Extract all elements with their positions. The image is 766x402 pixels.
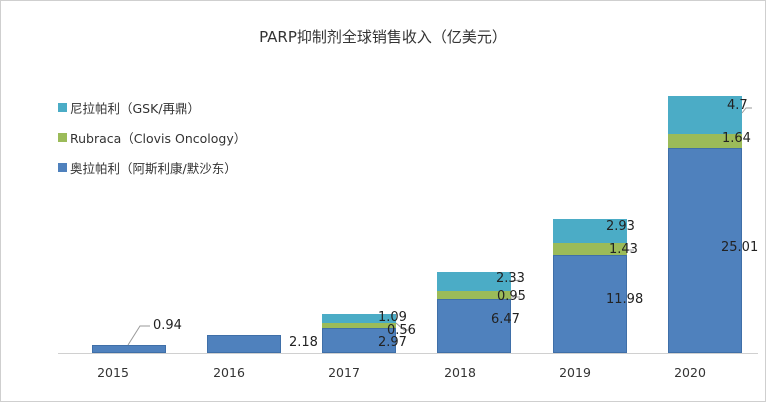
data-label: 2.93 (606, 219, 635, 234)
segment-olaparib (92, 345, 166, 353)
segment-rubraca (553, 243, 627, 255)
data-label: 1.64 (722, 131, 751, 146)
data-label: 6.47 (491, 312, 520, 327)
legend-item-olaparib: 奥拉帕利（阿斯利康/默沙东） (58, 152, 246, 182)
data-label: 2.97 (378, 335, 407, 350)
bar-2018 (437, 272, 511, 353)
segment-olaparib (437, 299, 511, 353)
legend: 尼拉帕利（GSK/再鼎） Rubraca（Clovis Oncology） 奥拉… (58, 92, 246, 182)
segment-olaparib (207, 335, 281, 353)
data-label: 0.94 (153, 318, 182, 333)
bar-2019 (553, 219, 627, 353)
segment-olaparib (553, 255, 627, 353)
data-label: 0.56 (387, 323, 416, 338)
chart-title: PARP抑制剂全球销售收入（亿美元） (259, 28, 507, 46)
legend-swatch-icon (58, 162, 67, 172)
x-tick-label: 2015 (97, 365, 129, 380)
segment-niraparib (322, 314, 396, 323)
legend-item-rubraca: Rubraca（Clovis Oncology） (58, 122, 246, 152)
bar-2016 (207, 335, 281, 353)
x-tick-label: 2018 (444, 365, 476, 380)
bar-2015 (92, 345, 166, 353)
x-tick-label: 2017 (328, 365, 360, 380)
segment-niraparib (668, 96, 742, 134)
legend-swatch-icon (58, 132, 67, 142)
data-label: 1.43 (609, 242, 638, 257)
legend-swatch-icon (58, 102, 67, 112)
segment-olaparib (668, 148, 742, 353)
segment-rubraca (322, 323, 396, 328)
x-tick-label: 2019 (559, 365, 591, 380)
segment-niraparib (437, 272, 511, 291)
data-label: 2.33 (496, 271, 525, 286)
x-tick-label: 2020 (674, 365, 706, 380)
data-label: 11.98 (606, 292, 644, 307)
segment-rubraca (668, 134, 742, 148)
data-label: 2.18 (289, 335, 318, 350)
data-label: 0.95 (497, 289, 526, 304)
segment-rubraca (437, 291, 511, 299)
bar-2017 (322, 314, 396, 353)
segment-niraparib (553, 219, 627, 243)
data-label: 1.09 (378, 310, 407, 325)
data-label: 4.7 (727, 98, 748, 113)
data-label: 25.01 (721, 240, 759, 255)
legend-item-niraparib: 尼拉帕利（GSK/再鼎） (58, 92, 246, 122)
legend-label: 尼拉帕利（GSK/再鼎） (70, 100, 201, 116)
legend-label: 奥拉帕利（阿斯利康/默沙东） (70, 160, 237, 176)
x-axis-line (58, 353, 758, 354)
legend-label: Rubraca（Clovis Oncology） (70, 130, 247, 146)
x-tick-label: 2016 (213, 365, 245, 380)
segment-olaparib (322, 328, 396, 353)
bar-2020 (668, 96, 742, 353)
